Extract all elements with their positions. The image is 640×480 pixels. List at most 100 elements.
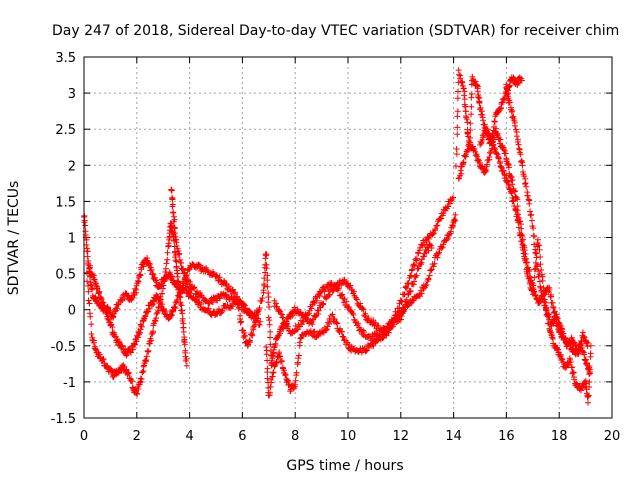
data-point-marker — [571, 376, 578, 383]
data-point-marker — [483, 166, 490, 173]
data-point-marker — [492, 146, 499, 153]
data-point-marker — [133, 390, 140, 397]
data-point-marker — [361, 329, 368, 336]
data-point-marker — [531, 274, 538, 281]
data-point-marker — [522, 257, 529, 264]
data-point-marker — [210, 299, 217, 306]
data-point-marker — [152, 317, 159, 324]
data-point-marker — [537, 261, 544, 268]
data-point-marker — [400, 308, 407, 315]
data-point-marker — [87, 313, 94, 320]
data-point-marker — [354, 347, 361, 354]
data-point-marker — [527, 212, 534, 219]
data-point-marker — [497, 136, 504, 143]
data-point-marker — [467, 120, 474, 127]
data-point-marker — [397, 316, 404, 323]
grid-lines — [84, 57, 612, 418]
data-point-marker — [413, 272, 420, 279]
y-tick-label: 1.5 — [55, 195, 76, 210]
data-point-marker — [510, 74, 517, 81]
data-point-marker — [248, 331, 255, 338]
data-point-marker — [100, 355, 107, 362]
data-point-marker — [535, 268, 542, 275]
data-point-marker — [99, 300, 106, 307]
data-point-marker — [417, 260, 424, 267]
data-point-marker — [491, 118, 498, 125]
data-point-marker — [520, 250, 527, 257]
data-point-marker — [285, 323, 292, 330]
data-point-marker — [350, 288, 357, 295]
data-point-marker — [536, 271, 543, 278]
data-point-marker — [531, 241, 538, 248]
data-point-marker — [411, 262, 418, 269]
data-point-marker — [297, 335, 304, 342]
data-point-marker — [142, 312, 149, 319]
data-point-marker — [524, 192, 531, 199]
data-point-marker — [253, 312, 260, 319]
data-point-marker — [538, 266, 545, 273]
data-point-marker — [162, 274, 169, 281]
data-point-marker — [183, 273, 190, 280]
data-point-marker — [569, 368, 576, 375]
data-point-marker — [411, 278, 418, 285]
data-point-marker — [273, 359, 280, 366]
data-point-marker — [586, 378, 593, 385]
data-point-marker — [476, 100, 483, 107]
data-point-marker — [179, 286, 186, 293]
data-point-marker — [280, 314, 287, 321]
data-point-marker — [314, 307, 321, 314]
data-point-marker — [266, 304, 273, 311]
data-point-marker — [486, 153, 493, 160]
data-point-marker — [298, 334, 305, 341]
data-point-marker — [461, 92, 468, 99]
data-point-marker — [386, 326, 393, 333]
data-point-marker — [348, 308, 355, 315]
data-point-marker — [268, 376, 275, 383]
data-point-marker — [264, 375, 271, 382]
data-point-marker — [145, 347, 152, 354]
data-point-marker — [545, 311, 552, 318]
data-point-marker — [353, 296, 360, 303]
data-point-marker — [584, 343, 591, 350]
data-point-marker — [81, 219, 88, 226]
data-point-marker — [178, 307, 185, 314]
data-point-marker — [277, 358, 284, 365]
data-point-marker — [190, 294, 197, 301]
data-point-marker — [138, 376, 145, 383]
data-point-marker — [350, 311, 357, 318]
data-point-marker — [361, 312, 368, 319]
data-point-marker — [183, 362, 190, 369]
data-point-marker — [523, 183, 530, 190]
data-point-marker — [517, 151, 524, 158]
data-point-marker — [232, 299, 239, 306]
data-point-marker — [551, 308, 558, 315]
data-point-marker — [467, 126, 474, 133]
data-point-marker — [85, 288, 92, 295]
data-point-marker — [418, 256, 425, 263]
data-point-marker — [357, 326, 364, 333]
data-point-marker — [457, 75, 464, 82]
data-point-marker — [452, 163, 459, 170]
data-point-marker — [139, 369, 146, 376]
data-point-marker — [129, 294, 136, 301]
data-point-marker — [175, 248, 182, 255]
data-point-marker — [123, 352, 130, 359]
data-point-marker — [317, 289, 324, 296]
data-point-marker — [370, 317, 377, 324]
data-point-marker — [293, 369, 300, 376]
data-point-marker — [314, 333, 321, 340]
data-point-marker — [502, 150, 509, 157]
data-point-marker — [295, 355, 302, 362]
data-point-marker — [232, 289, 239, 296]
data-point-marker — [108, 321, 115, 328]
data-point-marker — [177, 300, 184, 307]
x-tick-label: 10 — [340, 429, 357, 444]
data-point-marker — [434, 254, 441, 261]
data-point-marker — [450, 194, 457, 201]
data-point-marker — [512, 122, 519, 129]
data-point-marker — [160, 278, 167, 285]
data-point-marker — [225, 283, 232, 290]
series-track-j — [503, 81, 591, 357]
data-point-marker — [585, 392, 592, 399]
data-point-marker — [270, 369, 277, 376]
